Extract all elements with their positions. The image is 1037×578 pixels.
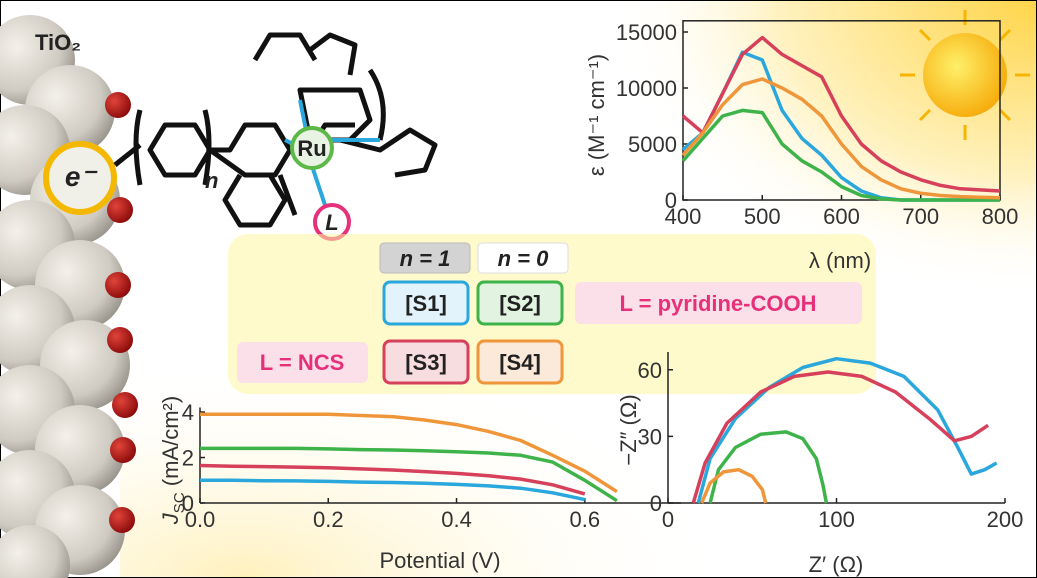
- x-tick-label: 0: [662, 507, 674, 532]
- tio2-label: TiO₂: [35, 30, 81, 55]
- ligand-cooh: L = pyridine-COOH: [619, 291, 816, 316]
- electron-label: e⁻: [65, 161, 99, 192]
- x-tick-label: 500: [744, 204, 781, 229]
- s4-label: [S4]: [499, 350, 541, 375]
- s3-label: [S3]: [405, 350, 447, 375]
- y-tick-label: 30: [638, 424, 662, 449]
- ligand-ncs: L = NCS: [260, 350, 345, 375]
- n1-label: n = 1: [400, 246, 451, 271]
- x-tick-label: 100: [818, 507, 855, 532]
- y-tick-label: 60: [638, 358, 662, 383]
- x-tick-label: 0.2: [313, 507, 344, 532]
- y-tick-label: 2: [182, 446, 194, 471]
- y-tick-label: 10000: [616, 76, 677, 101]
- y-tick-label: 0: [182, 491, 194, 516]
- x-tick-label: 600: [823, 204, 860, 229]
- x-tick-label: 800: [982, 204, 1019, 229]
- y-axis-label: ε (M⁻¹ cm⁻¹): [584, 54, 609, 176]
- s1-label: [S1]: [405, 291, 447, 316]
- graphical-abstract: TiO₂ e⁻ Ru L n: [0, 0, 1037, 578]
- x-axis-label: Potential (V): [379, 548, 500, 573]
- y-tick-label: 4: [182, 400, 194, 425]
- ru-label: Ru: [297, 136, 326, 161]
- x-tick-label: 700: [902, 204, 939, 229]
- x-tick-label: 0.6: [570, 507, 601, 532]
- ligand-label: L: [325, 210, 338, 235]
- y-tick-label: 15000: [616, 20, 677, 45]
- y-tick-label: 0: [665, 188, 677, 213]
- n0-label: n = 0: [498, 246, 550, 271]
- s2-label: [S2]: [499, 291, 541, 316]
- y-tick-label: 5000: [628, 132, 677, 157]
- y-tick-label: 0: [650, 491, 662, 516]
- x-axis-label: λ (nm): [809, 248, 871, 273]
- x-tick-label: 0.4: [441, 507, 472, 532]
- x-axis-label: Z′ (Ω): [809, 552, 864, 577]
- x-tick-label: 200: [987, 507, 1024, 532]
- y-axis-label-unit: (mA/cm²): [158, 396, 183, 493]
- repeat-label: n: [205, 168, 218, 193]
